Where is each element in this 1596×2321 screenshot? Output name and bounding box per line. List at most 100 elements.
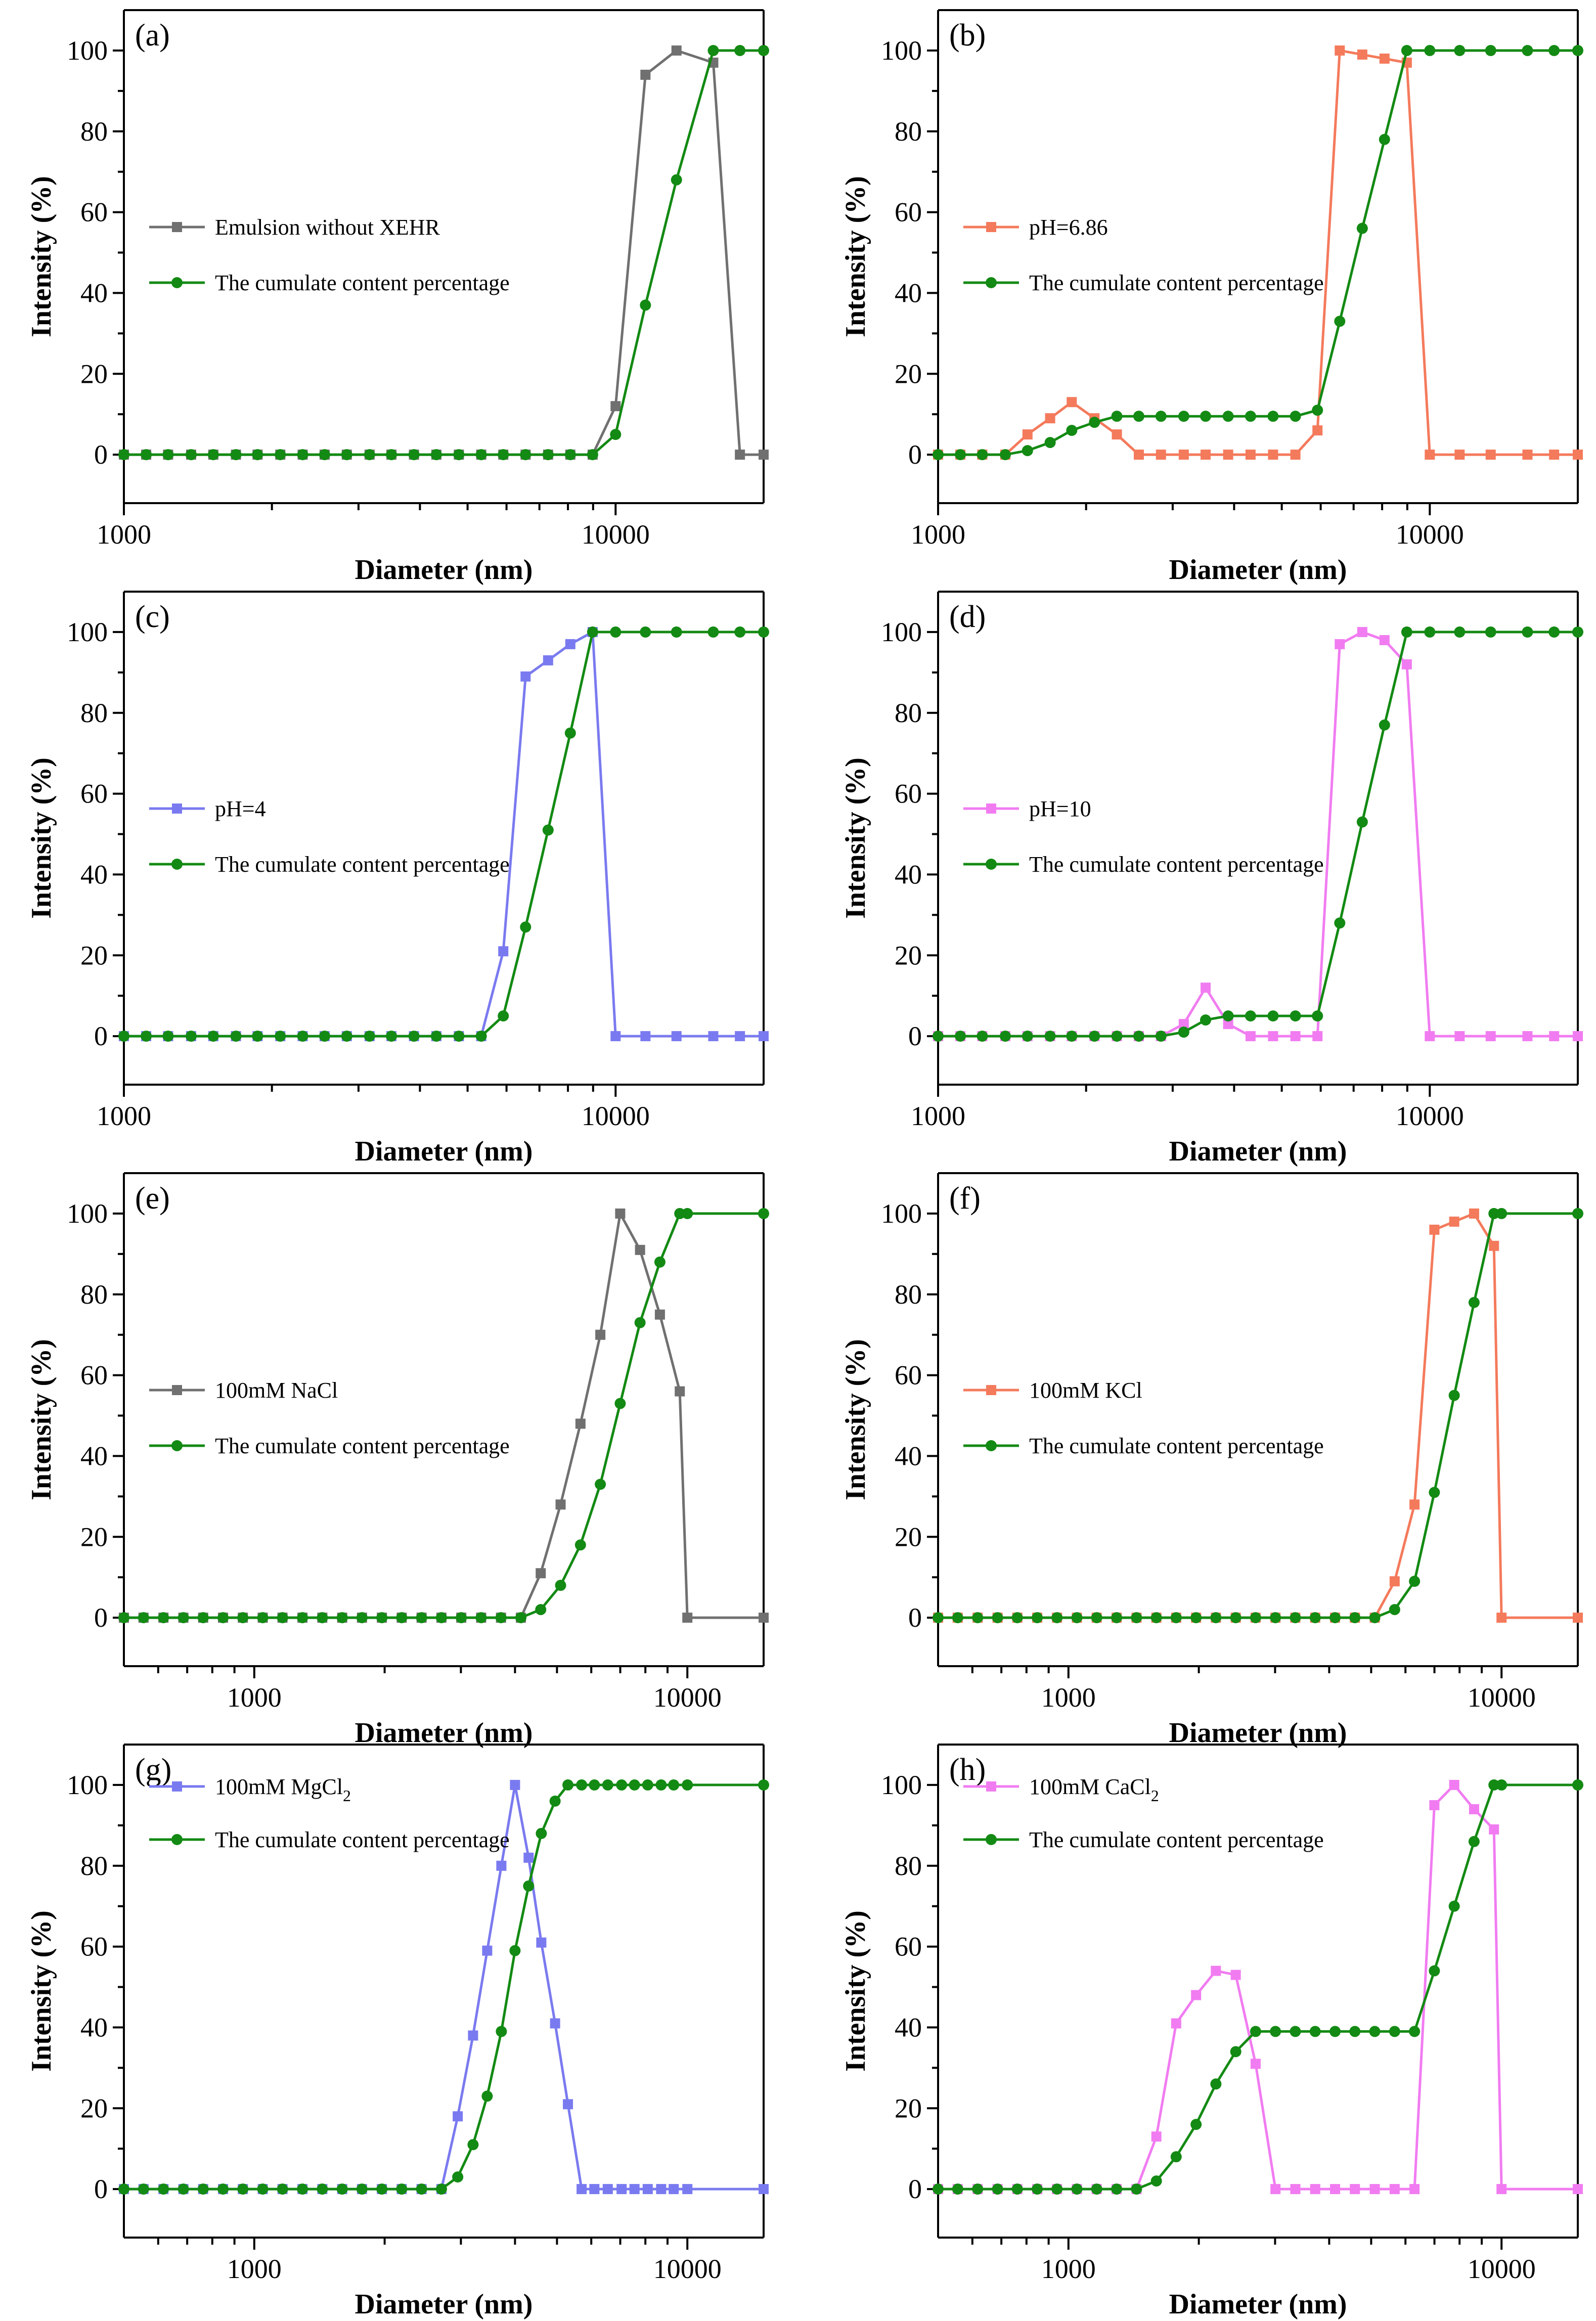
- x-axis-title: Diameter (nm): [1169, 2289, 1347, 2320]
- data-point: [141, 1031, 152, 1042]
- data-point: [682, 1779, 693, 1791]
- data-point: [992, 2183, 1003, 2195]
- data-point: [453, 1031, 465, 1042]
- legend-marker: [172, 1385, 182, 1395]
- data-point: [1379, 635, 1390, 645]
- data-point: [671, 174, 682, 186]
- data-point: [1155, 1031, 1167, 1042]
- data-point: [536, 1937, 547, 1948]
- data-point: [610, 626, 622, 638]
- legend-label: Emulsion without XEHR: [215, 215, 440, 240]
- legend: pH=4 The cumulate content percentage: [149, 796, 510, 877]
- data-point: [416, 2183, 427, 2195]
- y-tick-label: 100: [67, 35, 108, 66]
- series-line: [124, 631, 764, 1038]
- data-point: [1267, 411, 1279, 422]
- data-point: [1329, 1612, 1341, 1624]
- data-point: [509, 1945, 521, 1956]
- data-point: [523, 1852, 534, 1863]
- x-tick-label: 1000: [227, 1682, 282, 1713]
- data-point: [758, 626, 769, 638]
- data-point: [1573, 1613, 1583, 1623]
- data-point: [654, 1256, 666, 1268]
- data-point: [999, 449, 1011, 461]
- y-tick-label: 0: [908, 439, 922, 470]
- data-point: [364, 449, 375, 461]
- data-point: [1131, 2183, 1142, 2195]
- x-tick-label: 10000: [1468, 1682, 1536, 1713]
- data-point: [1485, 44, 1496, 56]
- data-point: [1250, 1612, 1261, 1624]
- panel-label: (g): [135, 1753, 171, 1787]
- data-point: [1066, 425, 1078, 436]
- legend-label: The cumulate content percentage: [1029, 1434, 1324, 1458]
- data-point: [977, 449, 988, 461]
- data-point: [1329, 2026, 1341, 2037]
- x-tick-label: 1000: [97, 1101, 151, 1131]
- data-point: [520, 921, 531, 933]
- y-axis-title: Intensity (%): [840, 1339, 871, 1500]
- data-point: [758, 44, 769, 56]
- data-point: [1469, 1208, 1479, 1219]
- data-point: [481, 2090, 493, 2102]
- legend-marker: [986, 277, 997, 288]
- data-point: [972, 1612, 984, 1624]
- data-point: [536, 1827, 547, 1839]
- data-point: [1334, 917, 1346, 929]
- data-point: [640, 626, 651, 638]
- data-point: [1424, 44, 1436, 56]
- legend-label: The cumulate content percentage: [1029, 1827, 1324, 1852]
- data-point: [1369, 2184, 1380, 2195]
- y-tick-label: 20: [80, 940, 108, 970]
- data-point: [671, 45, 682, 56]
- data-point: [257, 1612, 269, 1624]
- y-axis-title: Intensity (%): [26, 1910, 57, 2072]
- data-point: [1496, 1208, 1508, 1219]
- data-point: [543, 655, 553, 665]
- y-tick-label: 0: [94, 1021, 108, 1051]
- data-point: [1454, 44, 1466, 56]
- data-point: [587, 449, 598, 461]
- data-point: [549, 1795, 561, 1807]
- data-point: [1089, 417, 1100, 428]
- data-point: [1051, 2183, 1063, 2195]
- series-line: [124, 49, 764, 456]
- data-point: [1044, 437, 1056, 449]
- data-point: [1429, 1965, 1440, 1977]
- data-point: [1210, 2078, 1222, 2090]
- data-point: [1349, 2026, 1361, 2037]
- data-point: [1309, 2026, 1321, 2037]
- legend-label: The cumulate content percentage: [1029, 271, 1324, 295]
- y-tick-label: 0: [908, 2174, 922, 2204]
- data-point: [158, 2183, 169, 2195]
- data-point: [217, 2183, 229, 2195]
- panel-e: 0 20 40 60 80 100 1000 10000 Diameter (nm) Intens…: [26, 1172, 769, 1749]
- legend-marker: [172, 1781, 182, 1792]
- legend-label: pH=4: [215, 796, 266, 821]
- data-point: [759, 2184, 769, 2195]
- x-axis-title: Diameter (nm): [355, 554, 533, 586]
- data-point: [634, 1317, 646, 1328]
- x-tick-label: 10000: [1396, 519, 1464, 550]
- data-point: [1309, 1612, 1321, 1624]
- data-point: [185, 1031, 197, 1042]
- data-point: [576, 1779, 588, 1791]
- data-point: [1489, 1824, 1499, 1835]
- data-point: [614, 1398, 626, 1409]
- y-axis-title: Intensity (%): [26, 176, 57, 337]
- data-point: [1522, 626, 1533, 638]
- y-tick-label: 100: [67, 1770, 108, 1800]
- data-point: [341, 449, 352, 461]
- y-axis-title: Intensity (%): [840, 1910, 871, 2072]
- data-point: [1522, 44, 1533, 56]
- data-point: [1270, 2184, 1281, 2195]
- data-point: [1312, 1010, 1323, 1022]
- data-point: [610, 401, 621, 412]
- series-line: [938, 1212, 1578, 1619]
- data-point: [1230, 1970, 1241, 1980]
- data-point: [735, 1031, 745, 1042]
- data-point: [671, 1031, 682, 1042]
- data-point: [185, 449, 197, 461]
- legend: pH=6.86 The cumulate content percentage: [963, 215, 1324, 295]
- panel-label: (b): [949, 18, 986, 53]
